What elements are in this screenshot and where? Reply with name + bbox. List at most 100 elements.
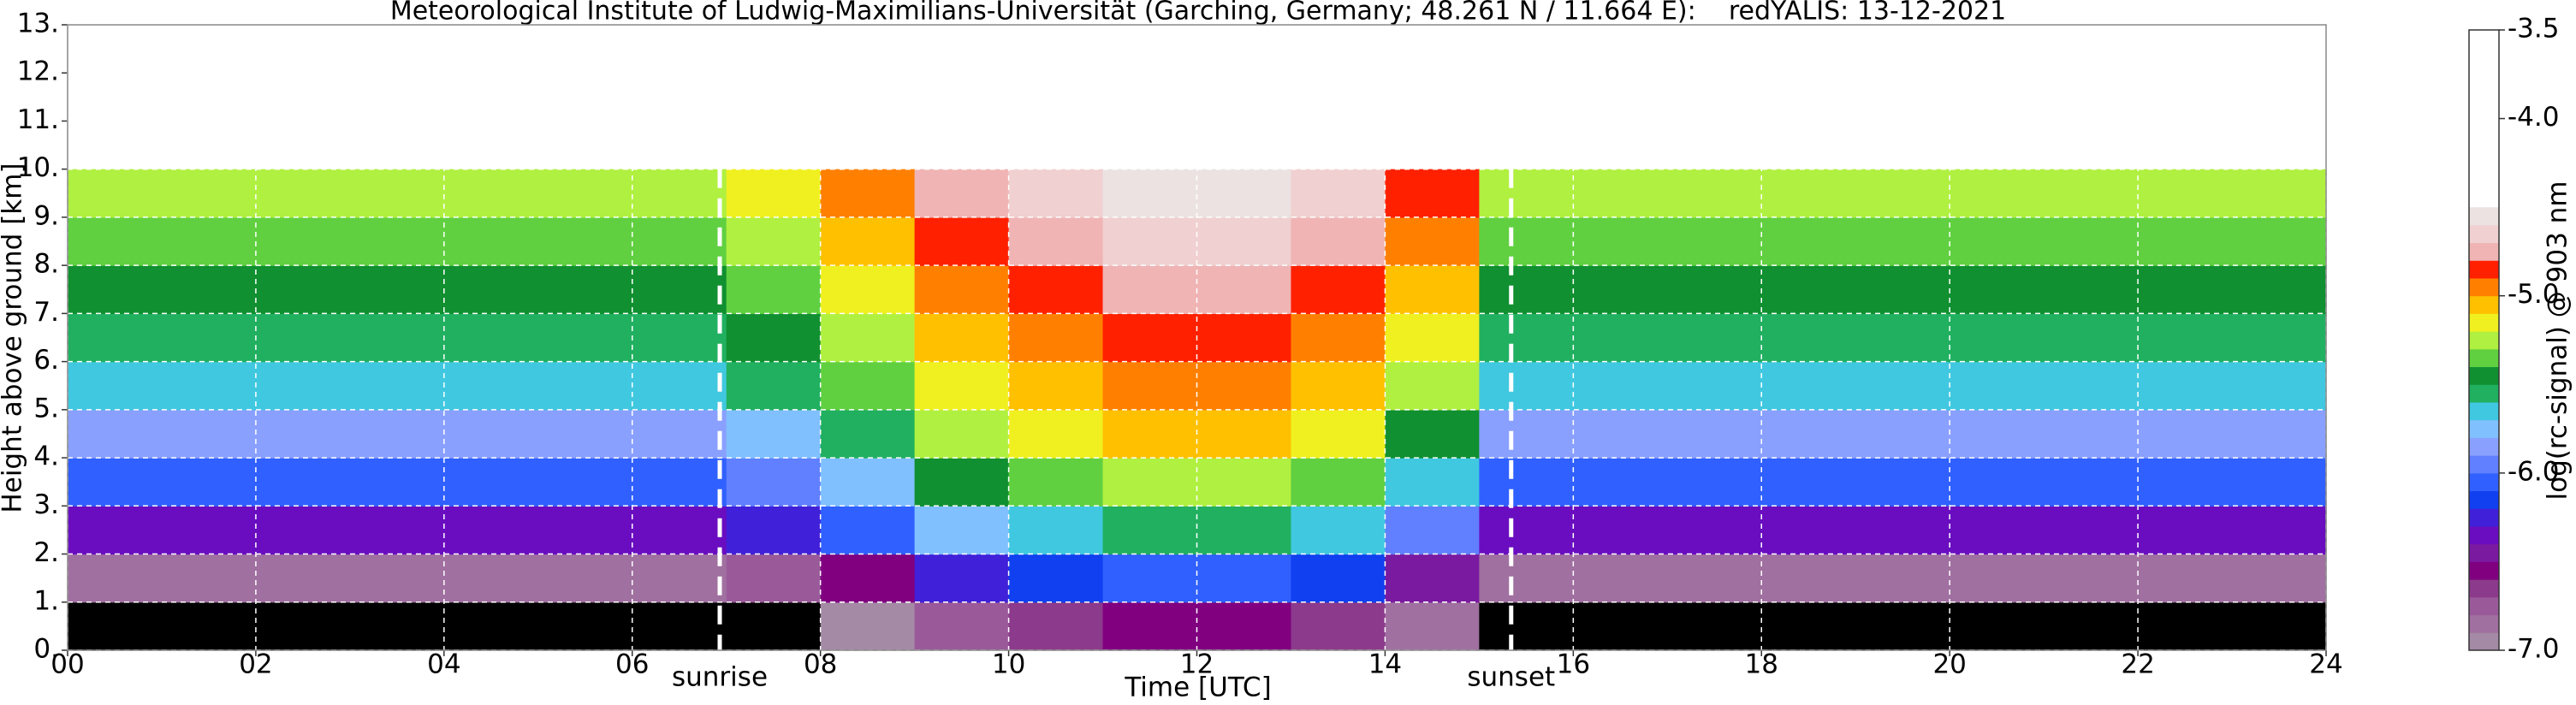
heatmap-cell xyxy=(537,265,633,314)
heatmap-cell xyxy=(349,409,445,459)
heatmap-cell xyxy=(1855,361,1950,411)
heatmap-cell xyxy=(1761,554,1856,603)
heatmap-cell xyxy=(1573,216,1668,266)
heatmap-cell xyxy=(2232,169,2327,218)
heatmap-cell xyxy=(1573,409,1668,459)
heatmap-cell xyxy=(537,554,633,603)
heatmap-cell xyxy=(1102,458,1198,507)
heatmap-cell xyxy=(1385,169,1480,218)
heatmap-cell xyxy=(632,361,727,411)
heatmap-cell xyxy=(1102,409,1198,459)
heatmap-cell xyxy=(1008,361,1104,411)
heatmap-cell xyxy=(1385,506,1480,555)
colorbar-tick-label: -4.0 xyxy=(2508,102,2560,133)
heatmap-cell xyxy=(820,313,916,363)
heatmap-cell xyxy=(349,313,445,363)
colorbar-segment xyxy=(2469,596,2499,616)
heatmap-cell xyxy=(68,409,163,459)
heatmap-cell xyxy=(1008,265,1104,314)
colorbar-segment xyxy=(2469,543,2499,562)
heatmap-cell xyxy=(1008,506,1104,555)
y-tick-label: 3. xyxy=(33,489,59,520)
heatmap-cell xyxy=(349,506,445,555)
heatmap-cell xyxy=(2232,313,2327,363)
x-tick-label: 08 xyxy=(804,649,837,680)
heatmap-cell xyxy=(1291,361,1386,411)
colorbar-segment xyxy=(2469,260,2499,279)
heatmap-cell xyxy=(443,265,539,314)
heatmap-cell xyxy=(161,409,257,459)
heatmap-cell xyxy=(632,409,727,459)
heatmap-cell xyxy=(1196,361,1292,411)
colorbar-tick-label: -5.0 xyxy=(2508,279,2560,310)
heatmap-cell xyxy=(349,601,445,651)
heatmap-cell xyxy=(255,216,351,266)
heatmap-cell xyxy=(161,458,257,507)
heatmap-cell xyxy=(2044,169,2139,218)
heatmap-cell xyxy=(726,506,822,555)
y-tick-label: 1. xyxy=(33,585,59,616)
heatmap-cell xyxy=(1855,313,1950,363)
heatmap-cell xyxy=(1196,458,1292,507)
heatmap-cell xyxy=(2232,601,2327,651)
heatmap-cell xyxy=(1855,458,1950,507)
colorbar-label: log(rc-signal) @ 903 nm xyxy=(2543,181,2573,500)
heatmap-cell xyxy=(914,216,1010,266)
heatmap-cell xyxy=(1291,506,1386,555)
heatmap-cell xyxy=(1573,361,1668,411)
heatmap-cell xyxy=(1950,169,2045,218)
heatmap-cell xyxy=(1102,216,1198,266)
colorbar-segment xyxy=(2469,614,2499,633)
heatmap-cell xyxy=(443,506,539,555)
heatmap-cell xyxy=(1479,458,1574,507)
heatmap-cell xyxy=(1102,313,1198,363)
heatmap-cell xyxy=(1667,169,1762,218)
heatmap-cell xyxy=(632,506,727,555)
heatmap-cell xyxy=(1479,313,1574,363)
heatmap-cell xyxy=(1479,554,1574,603)
heatmap-cell xyxy=(1196,506,1292,555)
colorbar-segment xyxy=(2469,579,2499,598)
heatmap-cell xyxy=(255,601,351,651)
heatmap-cell xyxy=(537,216,633,266)
heatmap-cell xyxy=(255,409,351,459)
heatmap-cell xyxy=(1855,409,1950,459)
heatmap-cell xyxy=(68,169,163,218)
colorbar-segment xyxy=(2469,242,2499,261)
heatmap-cell xyxy=(1667,313,1762,363)
heatmap-cell xyxy=(1291,554,1386,603)
heatmap-cell xyxy=(1950,506,2045,555)
heatmap-cell xyxy=(161,313,257,363)
heatmap-cell xyxy=(1950,313,2045,363)
y-tick-label: 4. xyxy=(33,441,59,472)
heatmap-cell xyxy=(2138,265,2233,314)
heatmap-cell xyxy=(537,601,633,651)
heatmap-cell xyxy=(1573,601,1668,651)
heatmap-cell xyxy=(1102,601,1198,651)
heatmap-cell xyxy=(1008,216,1104,266)
heatmap-cell xyxy=(914,601,1010,651)
x-tick-label: 12 xyxy=(1180,649,1214,680)
heatmap-cell xyxy=(1479,265,1574,314)
heatmap-cell xyxy=(349,554,445,603)
y-tick-label: 5. xyxy=(33,393,59,424)
y-tick-label: 6. xyxy=(33,345,59,376)
y-tick-label: 8. xyxy=(33,249,59,280)
heatmap-cell xyxy=(632,313,727,363)
heatmap-cell xyxy=(726,458,822,507)
heatmap-cell xyxy=(1196,409,1292,459)
heatmap-cell xyxy=(1102,506,1198,555)
heatmap-cell xyxy=(2232,361,2327,411)
annotation-label: sunrise xyxy=(672,662,768,693)
heatmap-cell xyxy=(1667,361,1762,411)
heatmap-cell xyxy=(161,169,257,218)
heatmap-cell xyxy=(1761,601,1856,651)
heatmap-cell xyxy=(443,216,539,266)
heatmap-cell xyxy=(349,361,445,411)
heatmap-cell xyxy=(1761,313,1856,363)
heatmap-cell xyxy=(2138,554,2233,603)
heatmap-cell xyxy=(2232,458,2327,507)
heatmap-cell xyxy=(820,554,916,603)
heatmap-cell xyxy=(1855,216,1950,266)
x-tick-label: 18 xyxy=(1745,649,1778,680)
